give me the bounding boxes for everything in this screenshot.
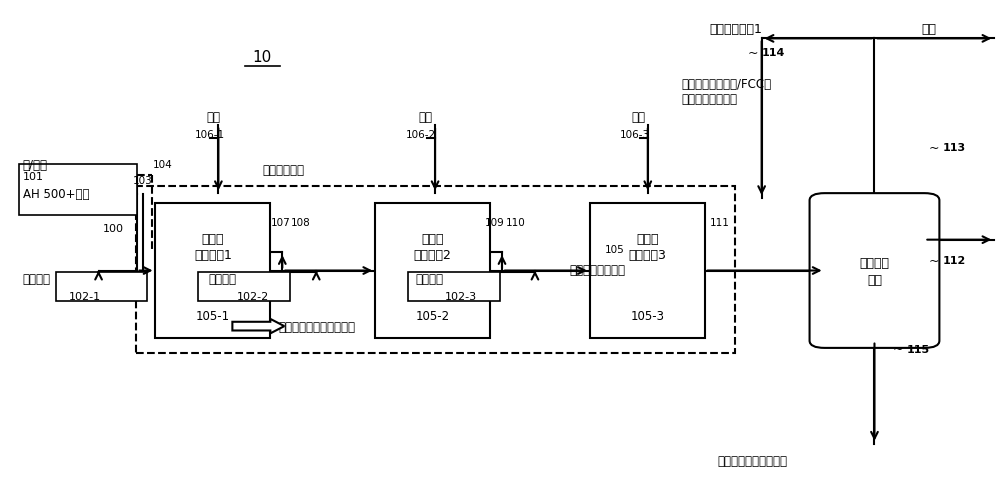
Text: 114: 114 bbox=[762, 48, 785, 58]
Text: 热加氢
处理阶段2: 热加氢 处理阶段2 bbox=[414, 232, 452, 261]
Text: ~: ~ bbox=[892, 343, 903, 356]
Text: 热加氢
处理阶段3: 热加氢 处理阶段3 bbox=[628, 232, 666, 261]
Bar bbox=[56, 273, 147, 301]
Text: 增加共进料（溶剂）添加: 增加共进料（溶剂）添加 bbox=[278, 320, 355, 333]
Text: 氢气: 氢气 bbox=[418, 111, 432, 124]
Bar bbox=[136, 186, 735, 353]
Text: 100: 100 bbox=[103, 224, 124, 233]
Text: 111: 111 bbox=[710, 218, 730, 227]
Text: 106-2: 106-2 bbox=[406, 130, 436, 140]
Text: 10: 10 bbox=[253, 50, 272, 65]
Bar bbox=[19, 165, 137, 215]
Text: 109: 109 bbox=[485, 218, 505, 227]
Text: 102-3: 102-3 bbox=[445, 291, 477, 301]
Text: AH 500+馏分: AH 500+馏分 bbox=[23, 187, 89, 200]
Bar bbox=[590, 203, 705, 338]
Text: 溶剂添加: 溶剂添加 bbox=[23, 272, 51, 285]
Text: 再循环到阶段1: 再循环到阶段1 bbox=[710, 23, 763, 36]
Text: 110: 110 bbox=[506, 218, 526, 227]
Text: 氢气: 氢气 bbox=[632, 111, 646, 124]
Text: 103: 103 bbox=[133, 175, 152, 185]
Text: 102-1: 102-1 bbox=[69, 291, 101, 301]
FancyArrow shape bbox=[232, 319, 284, 333]
Bar bbox=[375, 203, 490, 338]
Bar bbox=[408, 273, 500, 301]
Text: 105-3: 105-3 bbox=[630, 309, 664, 322]
Text: 112: 112 bbox=[942, 256, 966, 265]
Text: 吹扫: 吹扫 bbox=[921, 23, 936, 36]
Text: 105-1: 105-1 bbox=[196, 309, 230, 322]
Text: ~: ~ bbox=[748, 46, 758, 60]
Text: 溶剂添加: 溶剂添加 bbox=[208, 272, 236, 285]
Text: 105: 105 bbox=[605, 244, 625, 254]
Text: 106-3: 106-3 bbox=[620, 130, 650, 140]
Text: 107: 107 bbox=[270, 218, 290, 227]
Text: 深度馏分
蒸馏: 深度馏分 蒸馏 bbox=[859, 256, 889, 286]
Text: 108: 108 bbox=[291, 218, 311, 227]
Text: 氢气: 氢气 bbox=[206, 111, 220, 124]
Text: 热加氢
处理阶段1: 热加氢 处理阶段1 bbox=[194, 232, 232, 261]
Text: 105-2: 105-2 bbox=[416, 309, 450, 322]
Text: ~: ~ bbox=[928, 254, 939, 267]
Bar bbox=[198, 273, 290, 301]
Text: 113: 113 bbox=[942, 143, 966, 153]
Text: 水/蒸汽: 水/蒸汽 bbox=[23, 158, 48, 171]
Text: 热加氢处理反应器: 热加氢处理反应器 bbox=[570, 263, 626, 276]
Text: 104: 104 bbox=[152, 160, 172, 170]
Text: 106-1: 106-1 bbox=[194, 130, 225, 140]
Bar bbox=[155, 203, 270, 338]
Text: 溶剂添加: 溶剂添加 bbox=[415, 272, 443, 285]
Text: 102-2: 102-2 bbox=[236, 291, 269, 301]
FancyBboxPatch shape bbox=[810, 194, 939, 348]
Text: ~: ~ bbox=[928, 141, 939, 154]
Text: 101: 101 bbox=[23, 172, 44, 182]
Text: 用于进一步改质的产物: 用于进一步改质的产物 bbox=[718, 454, 788, 467]
Text: 115: 115 bbox=[906, 344, 930, 354]
Text: 水处理反应器: 水处理反应器 bbox=[262, 164, 304, 177]
Text: 用于加氢处理单元/FCC中
进一步提质的产物: 用于加氢处理单元/FCC中 进一步提质的产物 bbox=[682, 77, 772, 106]
